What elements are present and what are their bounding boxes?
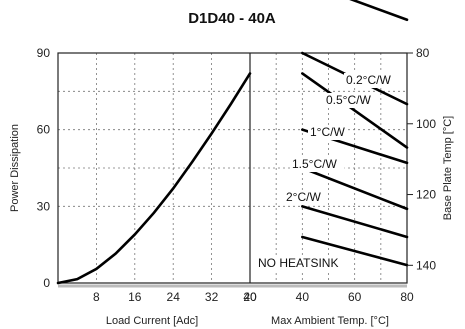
curve-label-bg-2 xyxy=(308,125,348,140)
x-tick-label-left-2: 24 xyxy=(167,290,181,304)
curve-label-0: 0.2°C/W xyxy=(346,73,391,87)
y-tick-label-1: 30 xyxy=(37,199,51,213)
x-axis-label-right: Max Ambient Temp. [°C] xyxy=(271,315,389,327)
y2-tick-label-2: 120 xyxy=(416,188,436,202)
x-tick-label-left-3: 32 xyxy=(205,290,219,304)
curve-line-3 xyxy=(301,166,409,211)
y2-axis-label: Base Plate Temp [°C] xyxy=(442,116,454,220)
x-tick-label-left-0: 8 xyxy=(93,290,100,304)
curve-label-1: 0.5°C/W xyxy=(326,93,371,107)
y-tick-label-0: 0 xyxy=(43,276,50,290)
x-tick-label-left-1: 16 xyxy=(128,290,142,304)
curve-label-bg-3 xyxy=(290,157,345,172)
curve-line-4 xyxy=(301,205,409,239)
curve-label-bg-5 xyxy=(256,256,340,271)
plot-frame xyxy=(57,52,408,288)
y-tick-label-3: 90 xyxy=(37,46,51,60)
curve-line-5 xyxy=(301,235,409,267)
curve-line-0 xyxy=(349,0,409,22)
curve-label-bg-1 xyxy=(324,93,379,108)
curve-label-2: 1°C/W xyxy=(310,125,345,139)
y-tick-label-2: 60 xyxy=(37,123,51,137)
y2-tick-label-1: 100 xyxy=(416,117,436,131)
curve-label-4: 2°C/W xyxy=(286,190,321,204)
x-tick-label-right-4: 80 xyxy=(400,290,414,304)
plot-border xyxy=(57,52,408,284)
x-tick-label-right-2: 40 xyxy=(296,290,310,304)
chart-title: D1D40 - 40A xyxy=(188,10,276,27)
curve-label-5: NO HEATSINK xyxy=(258,256,338,270)
curve-power-dissipation xyxy=(56,72,252,285)
x-axis-label-left: Load Current [Adc] xyxy=(106,315,198,327)
y2-tick-label-3: 140 xyxy=(416,258,436,272)
x-tick-label-right-1: 20 xyxy=(243,290,257,304)
curve-label-3: 1.5°C/W xyxy=(292,157,337,171)
curve-labels: 0.2°C/W 0.5°C/W 1°C/W 1.5°C/W 2°C/W NO HEATSI… xyxy=(256,73,399,271)
curves xyxy=(56,0,409,285)
x-tick-label-left-4: 40 xyxy=(243,290,257,304)
y2-tick-label-0: 80 xyxy=(416,46,430,60)
y-axis-label: Power Dissipation xyxy=(9,124,21,212)
curve-label-bg-0 xyxy=(344,73,399,88)
curve-label-bg-4 xyxy=(284,190,324,205)
x-tick-label-right-3: 60 xyxy=(348,290,362,304)
curve-line-6 xyxy=(301,72,409,149)
